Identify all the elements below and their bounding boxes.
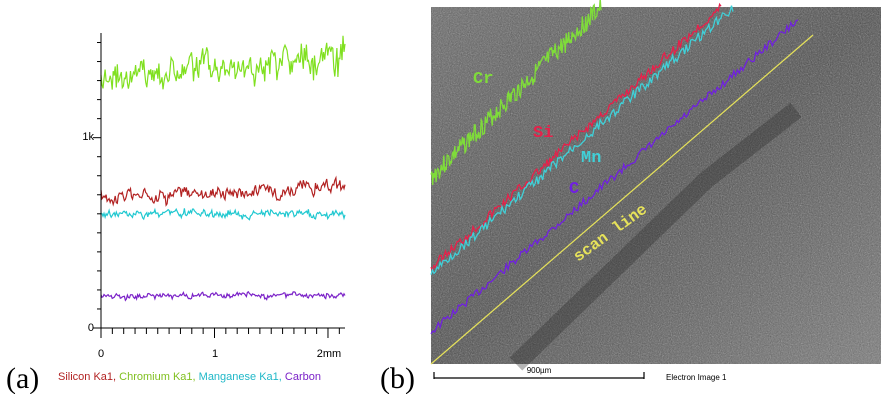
x-tick-label-0: 0 [98,348,104,360]
mn-trace [430,5,734,275]
x-tick-label-2mm: 2mm [317,348,341,360]
si-trace [430,2,722,273]
legend-silicon: Silicon Ka1 [58,371,113,383]
c-line-label: C [569,180,579,199]
panel-label-a: (a) [6,362,39,394]
legend: Silicon Ka1, Chromium Ka1, Manganese Ka1… [58,371,321,383]
image-caption: Electron Image 1 [666,373,727,382]
c-trace [430,19,799,335]
cr-trace [430,0,602,186]
legend-manganese: Manganese Ka1 [199,371,279,383]
legend-carbon: Carbon [285,371,321,383]
plot-area [100,35,346,302]
y-tick-label-1k: 1k [82,131,94,143]
scan-line [430,34,814,365]
y-minor-ticks [93,42,101,329]
axes: 0 1k 0 1 2mm [82,33,345,360]
sem-traces [430,0,814,365]
manganese-series-line [100,207,346,221]
si-line-label: Si [533,124,553,143]
cr-line-label: Cr [473,70,493,89]
silicon-series-line [100,175,346,207]
x-tick-label-1: 1 [212,348,218,360]
y-tick-label-0: 0 [88,322,94,334]
legend-chromium: Chromium Ka1 [119,371,192,383]
line-profile-chart: (a) 0 1k 0 1 2mm Silicon Ka1, Chromium K… [6,33,346,394]
sem-image-panel: (b) Cr Si Mn C scan line 900µm Electron … [380,0,881,394]
scale-bar: 900µm [433,366,645,379]
x-minor-ticks [100,328,340,338]
carbon-series-line [100,290,346,302]
scale-bar-label: 900µm [527,366,552,375]
chromium-series-line [100,35,346,90]
micrograph [431,7,881,371]
mn-line-label: Mn [581,149,601,168]
panel-label-b: (b) [380,362,415,394]
